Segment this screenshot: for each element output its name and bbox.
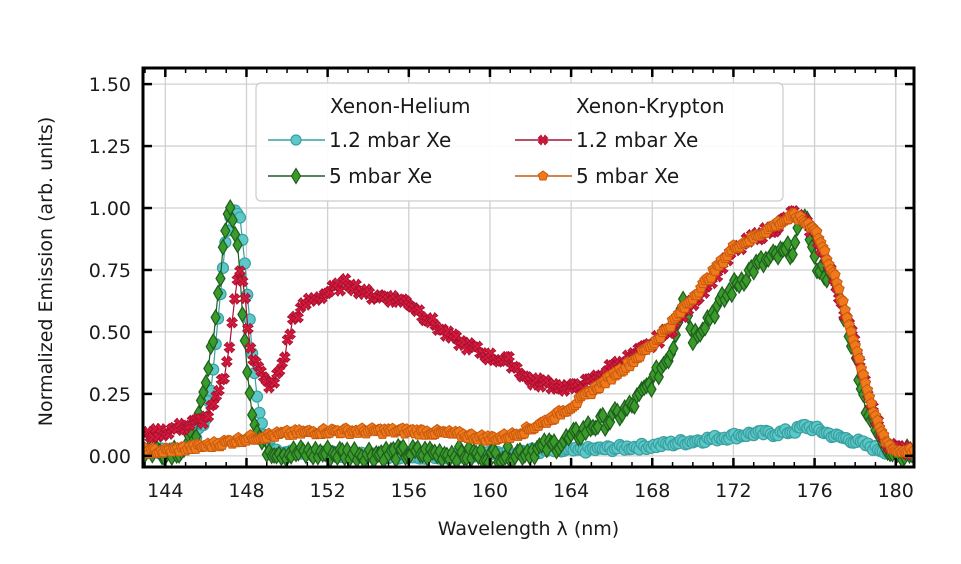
x-tick-label: 148: [228, 480, 264, 502]
data-point: [208, 332, 219, 351]
legend-marker-diamond-icon: [290, 167, 302, 185]
data-point: [390, 450, 402, 467]
data-point: [236, 275, 249, 288]
legend-box: [255, 82, 784, 202]
data-point: [284, 328, 297, 341]
y-tick-label: 1.50: [89, 74, 131, 96]
data-point: [268, 376, 281, 389]
data-point: [215, 269, 226, 288]
data-point: [220, 222, 231, 240]
data-point: [212, 284, 224, 302]
x-tick-label: 144: [147, 480, 183, 502]
legend-entry: 1.2 mbar Xe: [515, 128, 698, 152]
legend-label: 1.2 mbar Xe: [329, 128, 451, 152]
legend-group-title-xenon-krypton: Xenon-Krypton: [576, 94, 725, 118]
data-point: [225, 198, 236, 217]
data-point: [853, 352, 866, 364]
data-point: [242, 363, 253, 381]
legend-label: 5 mbar Xe: [329, 164, 432, 188]
data-point: [244, 384, 255, 402]
legend-group-title-xenon-helium: Xenon-Helium: [330, 94, 471, 118]
data-point: [237, 305, 248, 324]
x-axis-label: Wavelength λ (nm): [438, 518, 619, 540]
y-tick-label: 0.50: [89, 322, 131, 344]
y-tick-label: 1.00: [89, 198, 131, 220]
data-point: [223, 341, 236, 354]
legend-label: 5 mbar Xe: [576, 164, 679, 188]
data-point: [228, 292, 241, 305]
data-point: [244, 341, 257, 354]
x-tick-label: 176: [796, 480, 832, 502]
legend: Xenon-Helium Xenon-Krypton 1.2 mbar Xe 5 …: [255, 82, 784, 202]
y-tick-label: 0.75: [89, 260, 131, 282]
data-point: [241, 322, 254, 335]
y-tick-label: 0.00: [89, 446, 131, 468]
legend-marker-pentagon-icon: [537, 170, 549, 181]
x-tick-label: 152: [310, 480, 346, 502]
data-point: [220, 355, 233, 368]
data-point: [503, 350, 515, 363]
legend-label: 1.2 mbar Xe: [576, 128, 698, 152]
data-point: [292, 311, 304, 324]
x-tick-label: 156: [391, 480, 427, 502]
data-point: [227, 211, 238, 229]
data-point: [203, 359, 214, 378]
data-point: [833, 282, 845, 295]
legend-entry: 1.2 mbar Xe: [268, 128, 451, 152]
axis-ticks: [143, 68, 914, 467]
y-tick-labels: 0.00 0.25 0.50 0.75 1.00 1.25 1.50: [89, 74, 131, 468]
data-point: [232, 236, 243, 254]
data-point: [212, 384, 225, 397]
y-tick-label: 1.25: [89, 136, 131, 158]
series-xenon-helium-5-mbar-xe: [143, 198, 914, 467]
data-point: [202, 410, 215, 423]
data-point: [273, 364, 286, 377]
plot-series: [143, 198, 914, 467]
data-point: [234, 265, 246, 277]
legend-entry: 5 mbar Xe: [268, 164, 432, 188]
data-point: [646, 380, 657, 398]
data-point: [200, 374, 212, 392]
data-point: [218, 372, 231, 385]
x-tick-label: 164: [553, 480, 589, 502]
legend-marker-circle-icon: [290, 134, 302, 146]
x-tick-label: 168: [634, 480, 670, 502]
data-point: [668, 339, 679, 358]
data-point: [207, 398, 220, 411]
data-point: [216, 261, 230, 275]
x-tick-label: 160: [472, 480, 508, 502]
series-xenon-krypton-5-mbar-xe: [143, 207, 914, 459]
legend-entry: 5 mbar Xe: [515, 164, 679, 188]
legend-marker-x-icon: [537, 134, 549, 146]
data-point: [226, 316, 239, 329]
data-point: [789, 233, 801, 252]
data-point: [239, 292, 252, 305]
data-point: [726, 285, 738, 304]
x-tick-labels: 144 148 152 156 160 164 168 172 176 180: [147, 480, 914, 502]
data-point: [210, 308, 221, 327]
plot-frame: [141, 66, 916, 469]
data-point: [278, 351, 291, 364]
x-tick-label: 180: [878, 480, 914, 502]
y-tick-label: 0.25: [89, 384, 131, 406]
y-axis-label: Normalized Emission (arb. units): [35, 117, 57, 427]
x-tick-label: 172: [715, 480, 751, 502]
legend-entries: 1.2 mbar Xe 5 mbar Xe 1.2 mbar Xe 5 mbar Xe: [268, 128, 698, 188]
data-point: [217, 238, 229, 256]
